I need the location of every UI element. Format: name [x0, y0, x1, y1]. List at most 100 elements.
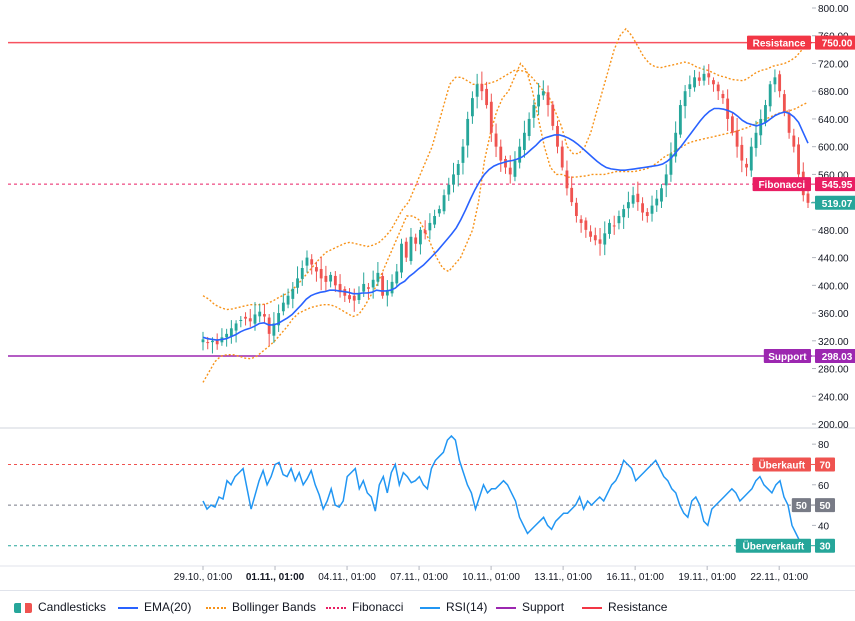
bollinger-lower-band — [202, 62, 809, 383]
candle-body — [234, 323, 238, 331]
time-tick-label: 19.11., 01:00 — [678, 572, 736, 583]
rsi-mid-value-bg — [815, 498, 835, 513]
candle-body — [470, 98, 474, 117]
legend-label: RSI(14) — [446, 600, 488, 614]
candle-body — [650, 205, 654, 214]
legend-item-resistance[interactable]: Resistance — [582, 600, 667, 614]
candle-body — [626, 202, 630, 209]
candle-body — [258, 311, 262, 317]
legend-item-rsi-14-[interactable]: RSI(14) — [420, 600, 487, 614]
legend-item-bollinger-bands[interactable]: Bollinger Bands — [206, 600, 316, 614]
price-tick-label: 320.00 — [818, 337, 849, 348]
candle-body — [579, 219, 583, 223]
rsi-line — [202, 434, 809, 551]
candle-body — [565, 170, 569, 189]
legend-item-ema-20-[interactable]: EMA(20) — [118, 600, 191, 614]
candle-body — [712, 80, 715, 85]
candle-body — [310, 259, 314, 265]
candle-body — [447, 184, 451, 195]
candle-body — [707, 73, 711, 78]
legend-swatch — [496, 606, 516, 609]
candle-body — [329, 274, 333, 282]
fibonacci-value-text: 545.95 — [822, 180, 853, 191]
candle-body — [225, 333, 229, 338]
candle-body — [211, 340, 214, 343]
überverkauft-value-bg — [815, 538, 835, 553]
candle-body — [773, 77, 777, 85]
candle-body — [206, 342, 210, 344]
candle-body — [414, 237, 418, 244]
candle-body — [697, 77, 701, 81]
candle-body — [603, 233, 607, 245]
legend-swatch — [420, 606, 440, 609]
fibonacci-value-bg — [815, 177, 855, 192]
candle-body — [782, 94, 786, 112]
candle-body — [589, 231, 592, 237]
candle-body — [574, 202, 578, 216]
price-tick-label: 680.00 — [818, 87, 849, 98]
candle-body — [508, 167, 512, 175]
time-tick-label: 04.11., 01:00 — [318, 572, 376, 583]
candle-body — [367, 287, 370, 289]
rsi-mid-value-text: 50 — [819, 501, 831, 512]
candle-body — [239, 320, 243, 321]
candle-body — [333, 275, 337, 286]
candle-body — [248, 318, 252, 322]
support-value-text: 298.03 — [822, 352, 853, 363]
überverkauft-name-tag-bg — [735, 538, 811, 553]
candle-body — [381, 276, 385, 296]
candle-body — [570, 187, 574, 203]
candle-body — [792, 135, 796, 147]
candle-body — [688, 84, 692, 90]
price-tick-label: 400.00 — [818, 281, 849, 292]
candle-body — [702, 73, 706, 81]
candle-body — [201, 339, 205, 343]
price-tick-label: 240.00 — [818, 392, 849, 403]
resistance-name-tag-bg — [747, 35, 811, 50]
candle-body — [735, 130, 739, 147]
time-tick-label: 10.11., 01:00 — [462, 572, 520, 583]
candle-body — [537, 94, 541, 107]
candle-body — [641, 203, 644, 213]
legend-item-fibonacci[interactable]: Fibonacci — [326, 600, 403, 614]
candle-body — [286, 295, 290, 305]
candle-body — [419, 229, 422, 245]
fibonacci-name-tag-bg — [752, 177, 811, 192]
überverkauft-name-tag-text: Überverkauft — [743, 540, 805, 553]
candle-body — [362, 283, 366, 292]
candle-body — [357, 293, 361, 300]
resistance-name-tag-text: Resistance — [753, 39, 806, 50]
candle-body — [612, 225, 616, 227]
price-pane: 200.00 240.00 280.00 320.00 360.00 400.00 440.… — [0, 4, 855, 431]
candle-body — [400, 243, 403, 273]
candle-body — [541, 91, 545, 96]
candle-body — [768, 84, 772, 107]
candle-body — [740, 144, 744, 161]
candle-body — [560, 146, 564, 168]
candle-body — [764, 105, 767, 123]
überkauft-name-tag-bg — [752, 457, 811, 472]
candle-body — [338, 284, 342, 293]
rsi-pane: 40 60 80 Überkauft 70 50 50 Überverkauft 30 — [0, 434, 855, 567]
candle-body — [319, 268, 323, 279]
candle-body — [551, 104, 555, 126]
support-value-bg — [815, 349, 855, 364]
legend-label: EMA(20) — [144, 600, 192, 614]
rsi-mid-name-tag-text: 50 — [796, 501, 808, 512]
candle-body — [494, 133, 498, 147]
time-tick-label: 07.11., 01:00 — [390, 572, 448, 583]
legend-swatch — [206, 606, 226, 609]
candle-body — [409, 236, 413, 262]
legend-swatch — [326, 606, 346, 609]
ema-line — [202, 107, 809, 341]
rsi-mid-name-tag-bg — [791, 498, 811, 513]
time-tick-label: 22.11., 01:00 — [750, 572, 808, 583]
candle-body — [461, 146, 465, 163]
price-tick-label: 200.00 — [818, 420, 849, 431]
candle-body — [608, 222, 611, 234]
candle-body — [291, 288, 295, 299]
candle-body — [371, 279, 375, 288]
candle-body — [305, 257, 309, 266]
legend-item-support[interactable]: Support — [496, 600, 564, 614]
legend-item-candlesticks[interactable]: Candlesticks — [14, 600, 106, 614]
